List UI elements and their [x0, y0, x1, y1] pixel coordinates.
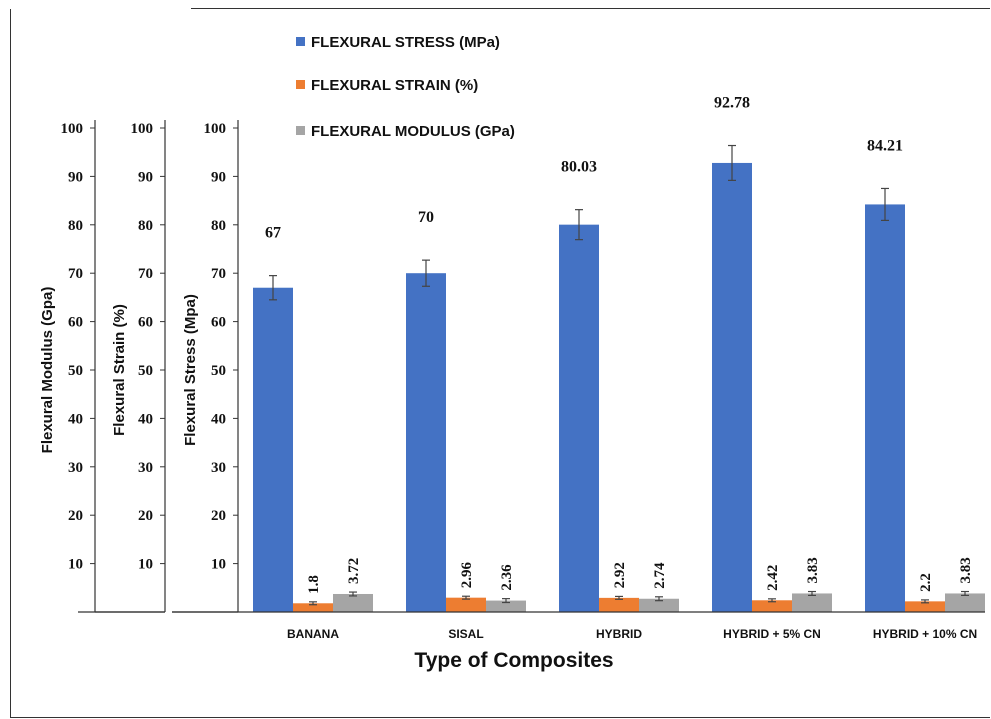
y-tick-label: 50 — [138, 363, 153, 379]
bar — [712, 162, 752, 612]
category-label: HYBRID — [596, 627, 642, 641]
y-tick-label: 70 — [68, 266, 83, 282]
y-tick-label: 100 — [61, 121, 84, 137]
legend-swatch — [296, 37, 305, 46]
data-label: 70 — [418, 209, 434, 226]
y-tick-label: 80 — [68, 218, 83, 234]
y-tick-label: 80 — [138, 218, 153, 234]
y-tick-label: 10 — [68, 557, 83, 573]
bar — [253, 287, 293, 612]
y-tick-label: 20 — [68, 508, 83, 524]
category-label: HYBRID + 5% CN — [723, 627, 821, 641]
y-tick-label: 30 — [211, 460, 226, 476]
bar — [406, 273, 446, 612]
y-axis-title: Flexural Modulus (Gpa) — [39, 287, 56, 454]
data-label: 3.72 — [346, 558, 362, 584]
y-tick-label: 10 — [138, 557, 153, 573]
data-label: 67 — [265, 225, 281, 242]
y-tick-label: 30 — [68, 460, 83, 476]
bar — [752, 600, 792, 612]
y-tick-label: 100 — [204, 121, 227, 137]
y-axes: 100 90 80 70 60 50 40 30 20 10 Flexural Modulus (G… — [39, 120, 239, 613]
legend-swatch — [296, 80, 305, 89]
bar — [905, 601, 945, 612]
y-tick-label: 70 — [211, 266, 226, 282]
bar — [486, 600, 526, 612]
y-tick-label: 40 — [211, 411, 226, 427]
data-label: 1.8 — [306, 575, 322, 594]
bar — [792, 593, 832, 612]
data-label: 2.42 — [765, 565, 781, 591]
y-tick-label: 70 — [138, 266, 153, 282]
legend-label: FLEXURAL STRESS (MPa) — [311, 34, 500, 51]
legend-label: FLEXURAL MODULUS (GPa) — [311, 123, 515, 140]
data-label: 3.83 — [958, 557, 974, 583]
x-axis-title: Type of Composites — [414, 649, 613, 672]
x-axis: Type of Composites — [172, 611, 985, 672]
bar — [599, 597, 639, 612]
bar — [559, 224, 599, 613]
data-label: 2.92 — [612, 562, 628, 588]
data-label: 92.78 — [714, 95, 750, 112]
bar — [945, 593, 985, 612]
legend-label: FLEXURAL STRAIN (%) — [311, 77, 478, 94]
data-label: 80.03 — [561, 159, 597, 176]
y-tick-label: 50 — [68, 363, 83, 379]
bar — [639, 598, 679, 612]
legend-swatch — [296, 126, 305, 135]
frame-gap — [10, 8, 191, 9]
bar — [446, 597, 486, 612]
bar — [865, 204, 905, 613]
bar — [293, 603, 333, 612]
data-label: 84.21 — [867, 137, 903, 154]
data-label: 2.74 — [652, 562, 668, 589]
y-tick-label: 40 — [68, 411, 83, 427]
y-tick-label: 60 — [68, 315, 83, 331]
y-tick-label: 60 — [211, 315, 226, 331]
y-tick-label: 90 — [138, 169, 153, 185]
y-tick-label: 80 — [211, 218, 226, 234]
y-tick-label: 30 — [138, 460, 153, 476]
y-tick-label: 60 — [138, 315, 153, 331]
legend: FLEXURAL STRESS (MPa) FLEXURAL STRAIN (%)… — [296, 34, 515, 140]
data-label: 2.96 — [459, 561, 475, 588]
y-axis-title: Flexural Stress (Mpa) — [182, 294, 199, 446]
category-label: HYBRID + 10% CN — [873, 627, 977, 641]
category-label: BANANA — [287, 627, 339, 641]
bar — [333, 593, 373, 612]
y-tick-label: 20 — [211, 508, 226, 524]
y-tick-label: 50 — [211, 363, 226, 379]
y-tick-label: 90 — [68, 169, 83, 185]
y-tick-label: 20 — [138, 508, 153, 524]
data-label: 3.83 — [805, 557, 821, 583]
y-tick-label: 90 — [211, 169, 226, 185]
category-label: SISAL — [448, 627, 483, 641]
y-axis-title: Flexural Strain (%) — [111, 304, 128, 436]
y-tick-label: 40 — [138, 411, 153, 427]
bars: 67 1.8 3.72 BANANA 70 2.96 2.36 SISAL 80.03 2.92 2… — [253, 95, 985, 641]
data-label: 2.2 — [918, 573, 934, 592]
y-tick-label: 100 — [131, 121, 154, 137]
chart-frame — [10, 8, 990, 718]
data-label: 2.36 — [499, 564, 515, 591]
y-tick-label: 10 — [211, 557, 226, 573]
